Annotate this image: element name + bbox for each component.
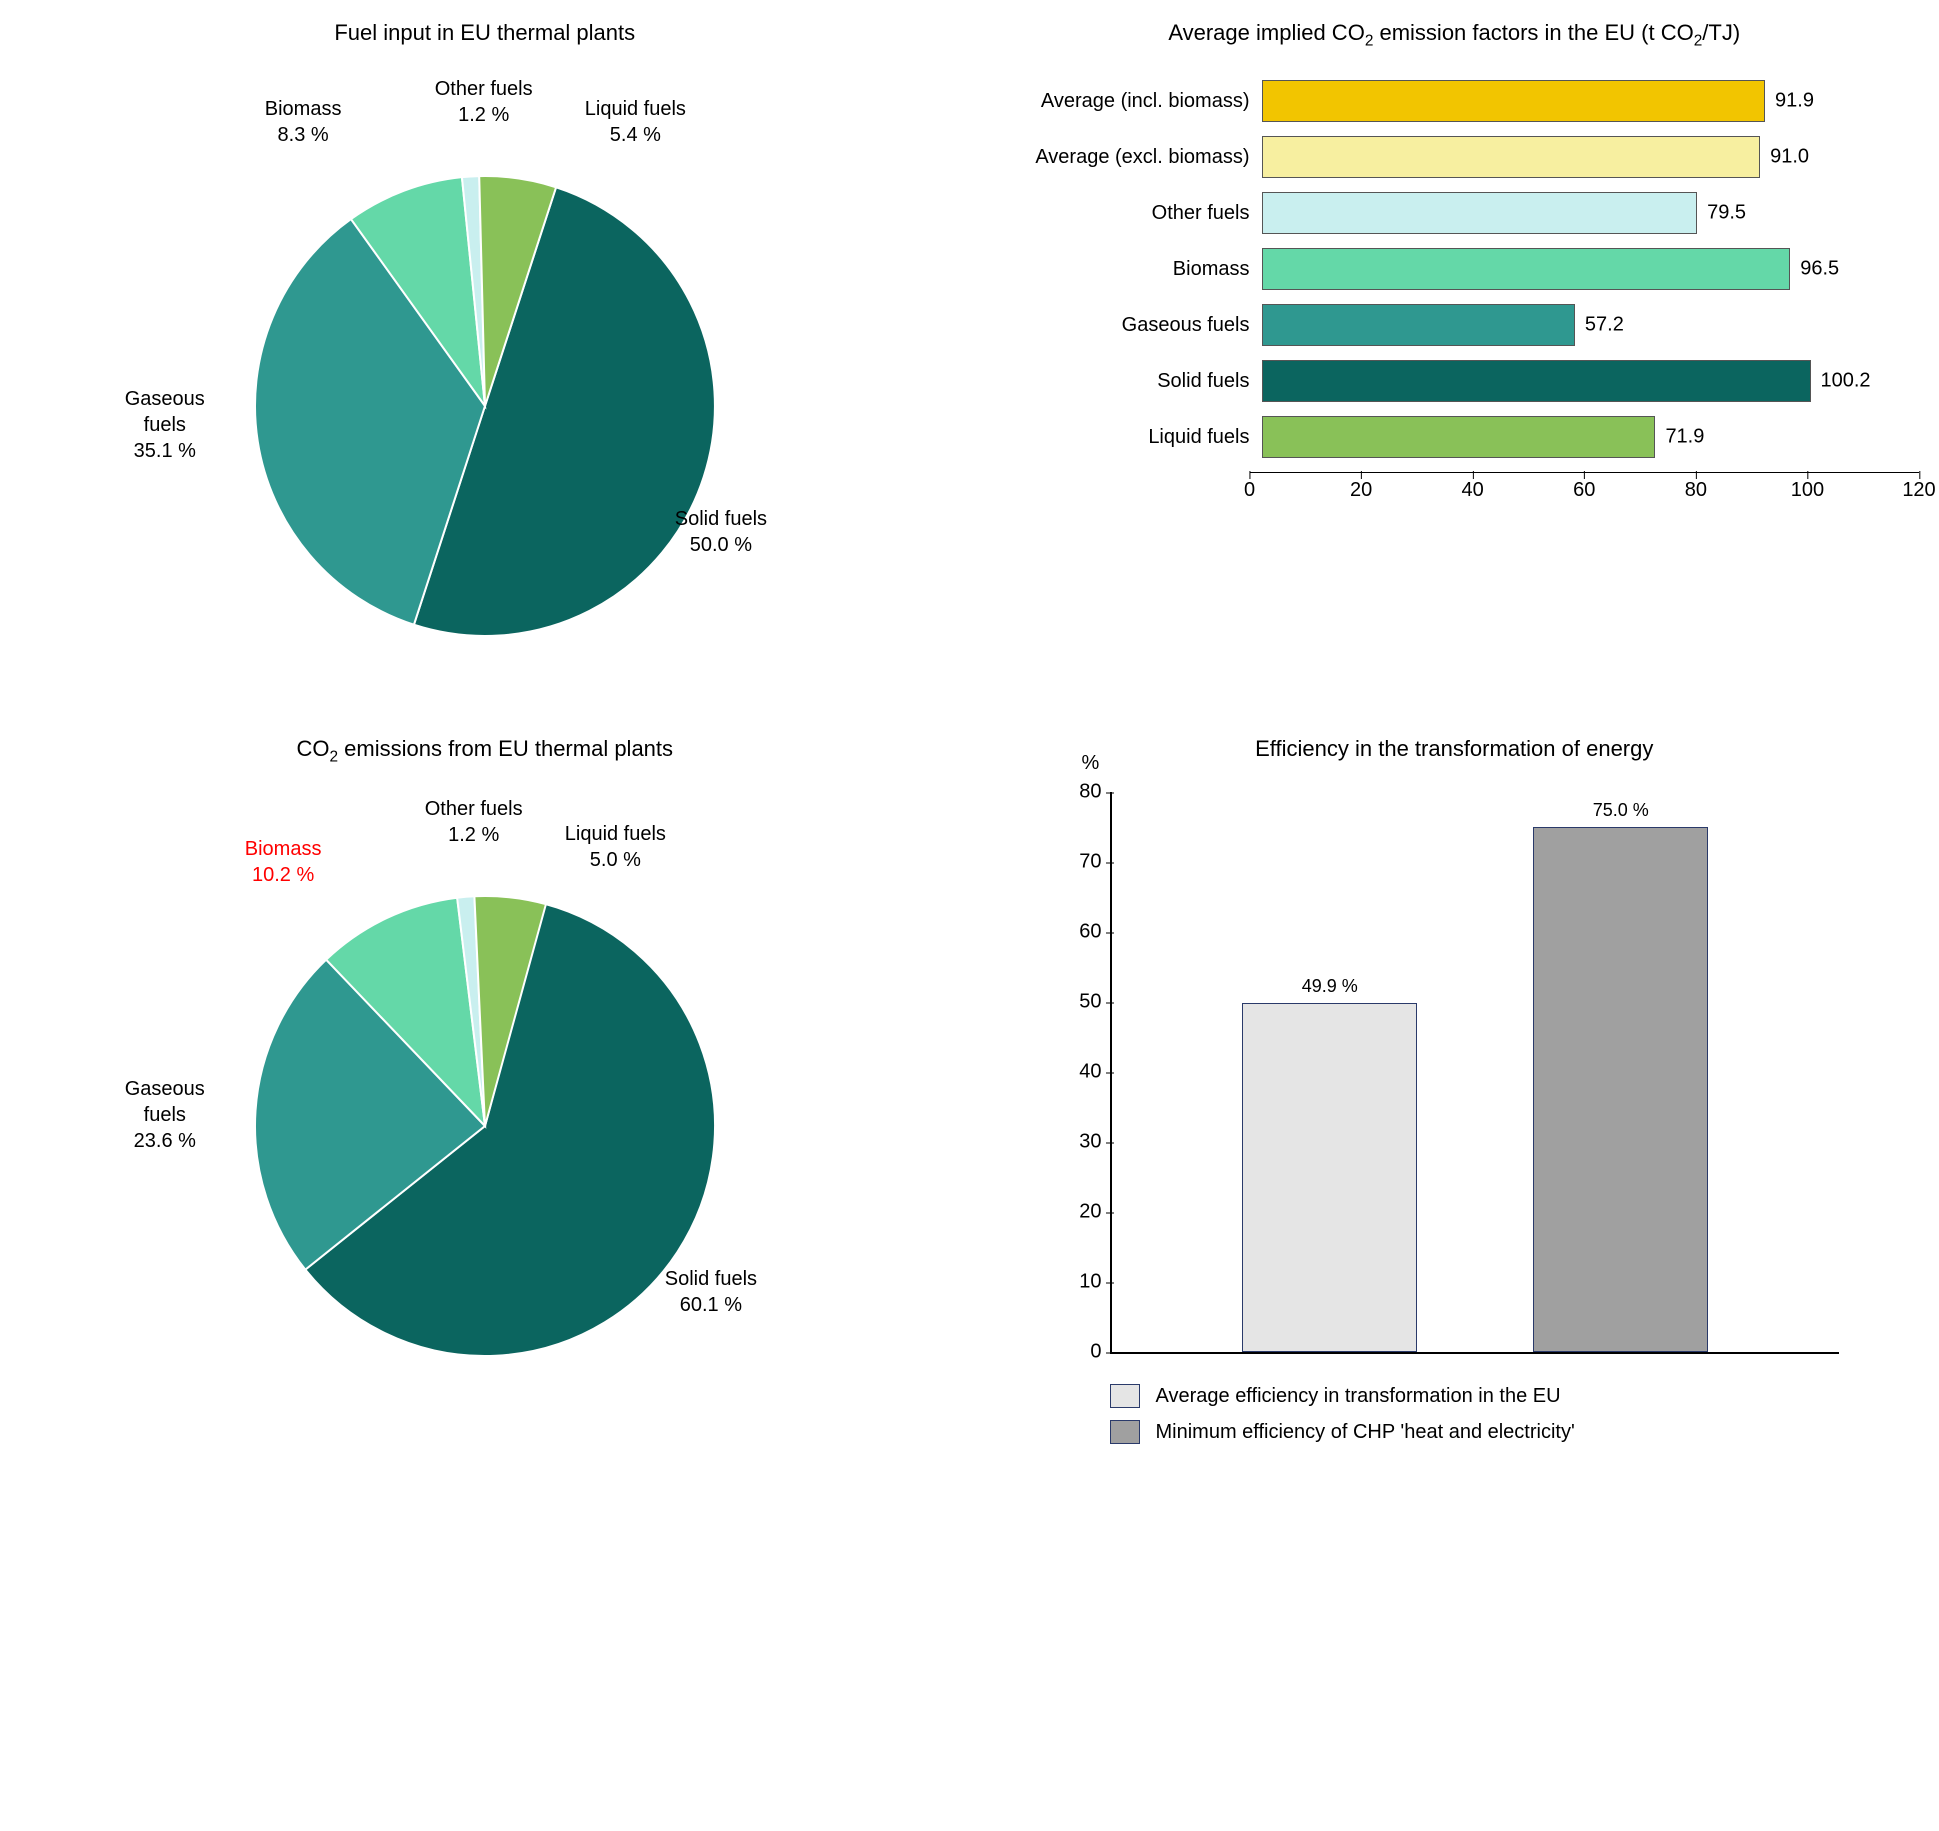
pie-slice-label: Other fuels 1.2 % — [435, 76, 533, 128]
vbar-chart: % 0102030405060708049.9 %75.0 % — [1110, 792, 1840, 1354]
vbar-y-tick: 30 — [1062, 1131, 1102, 1154]
hbar-x-axis: 020406080100120 — [1250, 472, 1920, 513]
chart-grid: Fuel input in EU thermal plants Solid fu… — [20, 20, 1919, 1456]
vbar-value-label: 49.9 % — [1243, 976, 1416, 997]
hbar-category-label: Gaseous fuels — [990, 314, 1262, 337]
hbar-value-label: 57.2 — [1575, 314, 1624, 337]
hbar-value-label: 91.0 — [1760, 146, 1809, 169]
pie-slice-label: Liquid fuels 5.0 % — [565, 821, 666, 873]
hbar-fill — [1262, 80, 1766, 122]
hbar-track: 57.2 — [1262, 304, 1920, 346]
chart-title: Efficiency in the transformation of ener… — [990, 736, 1920, 762]
hbar-track: 71.9 — [1262, 416, 1920, 458]
vbar-y-tick: 0 — [1062, 1341, 1102, 1364]
hbar-track: 100.2 — [1262, 360, 1920, 402]
pie-slice-label: Other fuels 1.2 % — [425, 796, 523, 848]
pie-chart-fuel-input: Solid fuels 50.0 %Gaseous fuels 35.1 %Bi… — [135, 76, 835, 676]
hbar-category-label: Average (excl. biomass) — [990, 146, 1262, 169]
hbar-row: Solid fuels 100.2 — [990, 360, 1920, 402]
vbar-y-tick: 70 — [1062, 851, 1102, 874]
panel-co2-emissions-pie: CO2 emissions from EU thermal plants Sol… — [20, 736, 950, 1456]
hbar-value-label: 96.5 — [1790, 258, 1839, 281]
chart-title: Average implied CO2 emission factors in … — [990, 20, 1920, 50]
panel-efficiency-bar: Efficiency in the transformation of ener… — [990, 736, 1920, 1456]
hbar-x-tick: 40 — [1462, 479, 1484, 502]
hbar-category-label: Solid fuels — [990, 370, 1262, 393]
hbar-fill — [1262, 304, 1575, 346]
hbar-fill — [1262, 248, 1791, 290]
hbar-value-label: 100.2 — [1811, 370, 1871, 393]
hbar-row: Average (incl. biomass) 91.9 — [990, 80, 1920, 122]
chart-title: CO2 emissions from EU thermal plants — [20, 736, 950, 766]
panel-emission-factors-bar: Average implied CO2 emission factors in … — [990, 20, 1920, 676]
panel-fuel-input-pie: Fuel input in EU thermal plants Solid fu… — [20, 20, 950, 676]
hbar-x-tick: 80 — [1685, 479, 1707, 502]
vbar-y-tick: 20 — [1062, 1201, 1102, 1224]
hbar-fill — [1262, 416, 1656, 458]
pie-slice-label: Gaseous fuels 23.6 % — [125, 1076, 205, 1154]
legend-text: Average efficiency in transformation in … — [1156, 1385, 1561, 1408]
vbar-y-tick: 50 — [1062, 991, 1102, 1014]
pie-slice-label: Gaseous fuels 35.1 % — [125, 386, 205, 464]
hbar-row: Other fuels 79.5 — [990, 192, 1920, 234]
pie-slice-label: Biomass 10.2 % — [245, 836, 322, 888]
hbar-track: 79.5 — [1262, 192, 1920, 234]
vbar-y-tick: 80 — [1062, 781, 1102, 804]
legend-item: Average efficiency in transformation in … — [1110, 1384, 1920, 1408]
hbar-track: 91.9 — [1262, 80, 1920, 122]
vbar-value-label: 75.0 % — [1534, 800, 1707, 821]
legend-swatch — [1110, 1384, 1140, 1408]
y-axis-unit: % — [1082, 752, 1100, 775]
legend-item: Minimum efficiency of CHP 'heat and elec… — [1110, 1420, 1920, 1444]
chart-title: Fuel input in EU thermal plants — [20, 20, 950, 46]
pie-chart-co2-emissions: Solid fuels 60.1 %Gaseous fuels 23.6 %Bi… — [135, 796, 835, 1396]
pie-slice-label: Liquid fuels 5.4 % — [585, 96, 686, 148]
vbar-y-tick: 60 — [1062, 921, 1102, 944]
hbar-category-label: Average (incl. biomass) — [990, 90, 1262, 113]
hbar-row: Average (excl. biomass) 91.0 — [990, 136, 1920, 178]
legend-swatch — [1110, 1420, 1140, 1444]
hbar-track: 91.0 — [1262, 136, 1920, 178]
hbar-x-tick: 100 — [1791, 479, 1824, 502]
hbar-row: Gaseous fuels 57.2 — [990, 304, 1920, 346]
hbar-value-label: 91.9 — [1765, 90, 1814, 113]
hbar-row: Liquid fuels 71.9 — [990, 416, 1920, 458]
hbar-row: Biomass 96.5 — [990, 248, 1920, 290]
hbar-fill — [1262, 136, 1761, 178]
hbar-fill — [1262, 360, 1811, 402]
hbar-category-label: Liquid fuels — [990, 426, 1262, 449]
hbar-fill — [1262, 192, 1698, 234]
hbar-chart: Average (incl. biomass) 91.9 Average (excl… — [990, 80, 1920, 458]
hbar-value-label: 71.9 — [1655, 426, 1704, 449]
hbar-x-tick: 120 — [1902, 479, 1935, 502]
pie-slice-label: Solid fuels 50.0 % — [675, 506, 767, 558]
legend-text: Minimum efficiency of CHP 'heat and elec… — [1156, 1421, 1575, 1444]
hbar-value-label: 79.5 — [1697, 202, 1746, 225]
vbar-y-tick: 10 — [1062, 1271, 1102, 1294]
legend: Average efficiency in transformation in … — [1110, 1384, 1920, 1444]
pie-slice-label: Biomass 8.3 % — [265, 96, 342, 148]
hbar-x-tick: 60 — [1573, 479, 1595, 502]
hbar-track: 96.5 — [1262, 248, 1920, 290]
vbar-fill: 75.0 % — [1533, 827, 1708, 1352]
pie-slice-label: Solid fuels 60.1 % — [665, 1266, 757, 1318]
vbar-fill: 49.9 % — [1242, 1003, 1417, 1352]
hbar-category-label: Biomass — [990, 258, 1262, 281]
hbar-x-tick: 0 — [1244, 479, 1255, 502]
hbar-category-label: Other fuels — [990, 202, 1262, 225]
hbar-x-tick: 20 — [1350, 479, 1372, 502]
pie-svg — [135, 76, 835, 676]
vbar-y-tick: 40 — [1062, 1061, 1102, 1084]
